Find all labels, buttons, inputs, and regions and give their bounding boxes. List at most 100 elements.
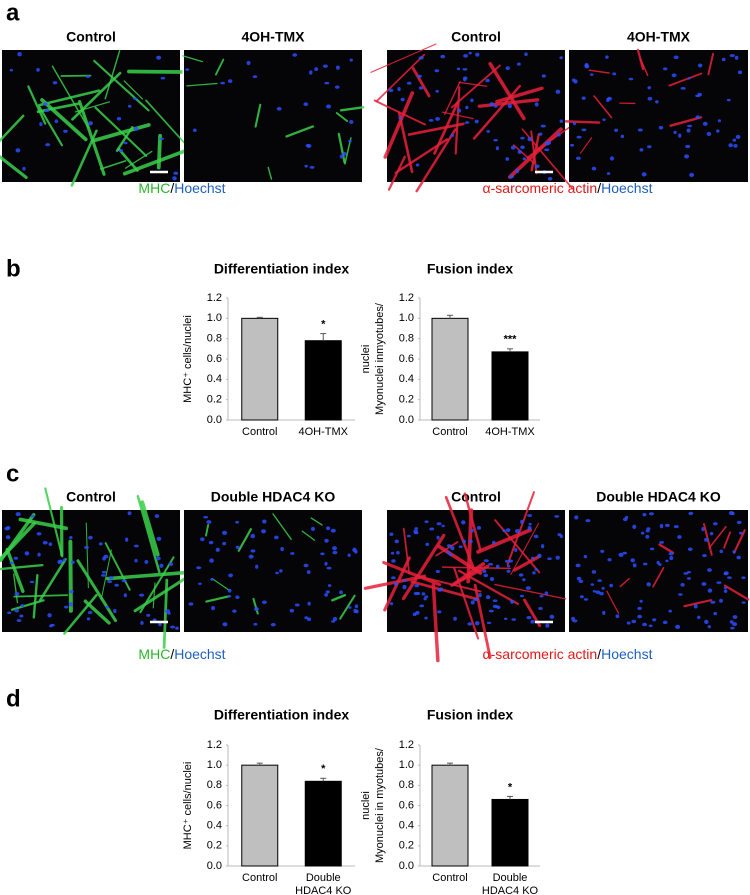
y-tick-label: 1.0 <box>399 312 414 324</box>
nucleus <box>554 515 560 518</box>
cell <box>431 583 440 663</box>
nucleus <box>701 527 705 532</box>
y-axis-label: Myonuclei inmyotubes/ <box>374 302 386 415</box>
nucleus <box>222 622 228 627</box>
nucleus <box>20 604 25 607</box>
nucleus <box>506 569 511 573</box>
nucleus <box>309 165 315 169</box>
nucleus <box>173 171 179 175</box>
nucleus <box>389 532 394 536</box>
cell <box>375 53 426 103</box>
nucleus <box>673 525 679 529</box>
cell <box>415 574 482 593</box>
caption-part: Hoechst <box>174 646 225 662</box>
nucleus <box>704 619 709 625</box>
nucleus <box>227 79 233 83</box>
significance: * <box>321 763 326 775</box>
nucleus <box>485 78 490 83</box>
nucleus <box>424 520 429 523</box>
cell <box>335 112 349 122</box>
y-tick-label: 0.4 <box>399 373 414 385</box>
nucleus <box>663 67 668 71</box>
chart-title: Differentiation index <box>214 261 350 277</box>
bar <box>491 798 529 867</box>
x-tick-label: Double <box>306 872 341 884</box>
nucleus <box>716 581 722 584</box>
nucleus <box>154 514 160 518</box>
nucleus <box>707 625 711 629</box>
nucleus <box>570 143 575 147</box>
nucleus <box>697 63 703 68</box>
nucleus <box>486 129 491 133</box>
nucleus <box>390 551 395 555</box>
nucleus <box>483 573 488 578</box>
nucleus <box>425 542 430 547</box>
nucleus <box>450 134 454 137</box>
nucleus <box>528 522 532 526</box>
x-tick-label: Double <box>493 872 528 884</box>
nucleus <box>520 519 524 524</box>
nucleus <box>732 550 736 554</box>
nucleus <box>84 546 89 549</box>
nucleus <box>686 577 691 580</box>
nucleus <box>591 166 597 171</box>
nucleus <box>465 105 469 110</box>
nucleus <box>590 583 595 586</box>
nucleus <box>583 554 588 559</box>
cell <box>652 567 665 588</box>
cell <box>38 105 64 147</box>
nucleus <box>100 574 106 577</box>
nucleus <box>556 132 561 137</box>
cell <box>205 524 210 537</box>
cell <box>593 95 613 119</box>
nucleus <box>602 610 606 615</box>
cell <box>339 106 365 112</box>
nucleus <box>508 559 514 563</box>
nucleus <box>478 592 482 598</box>
y-axis-label: Myonuclei in myotubes/ <box>374 747 386 863</box>
nucleus <box>9 68 14 72</box>
nucleus <box>406 81 412 85</box>
nucleus <box>495 564 500 569</box>
nucleus <box>255 564 259 569</box>
nucleus <box>5 535 11 540</box>
nucleus <box>320 552 325 556</box>
nucleus <box>546 141 552 145</box>
nucleus <box>270 622 276 627</box>
nucleus <box>429 527 435 531</box>
nucleus <box>595 590 601 595</box>
nucleus <box>355 609 359 614</box>
image-header: Control <box>66 489 116 505</box>
nucleus <box>424 595 429 599</box>
micrograph <box>569 510 748 632</box>
cell <box>71 71 122 121</box>
nucleus <box>332 616 338 622</box>
nucleus <box>673 55 679 60</box>
nucleus <box>555 89 561 94</box>
nucleus <box>86 617 91 621</box>
nucleus <box>221 530 228 535</box>
cell <box>214 58 225 76</box>
nucleus <box>470 528 474 533</box>
nucleus <box>495 146 500 151</box>
nucleus <box>63 129 68 133</box>
nucleus <box>581 128 587 132</box>
nucleus <box>446 550 451 554</box>
nucleus <box>88 121 93 126</box>
nucleus <box>473 598 479 602</box>
nucleus <box>505 528 511 532</box>
y-tick-label: 0.2 <box>207 394 222 406</box>
y-axis-label: nuclei <box>360 791 372 820</box>
nucleus <box>415 163 420 167</box>
y-tick-label: 0.8 <box>207 333 222 345</box>
y-tick-label: 1.2 <box>399 292 414 304</box>
nucleus <box>522 578 526 582</box>
nucleus <box>114 583 119 587</box>
nucleus <box>583 598 589 601</box>
nucleus <box>134 558 138 563</box>
nucleus <box>304 164 308 168</box>
image-header: Control <box>66 29 116 45</box>
nucleus <box>665 559 669 563</box>
nucleus <box>222 541 227 546</box>
